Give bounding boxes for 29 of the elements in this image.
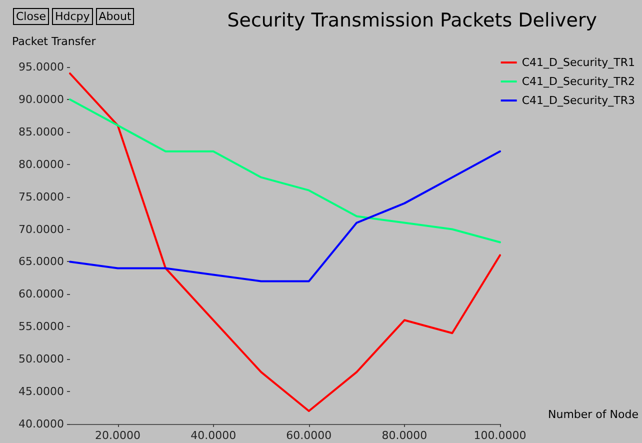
x-tick-label: 60.0000 [286, 429, 332, 442]
y-tick-label: 85.0000 [18, 125, 64, 138]
legend-label: C41_D_Security_TR3 [522, 94, 636, 107]
y-axis-title: Packet Transfer [12, 35, 96, 48]
legend-label: C41_D_Security_TR1 [522, 56, 636, 69]
x-tick-label: 40.0000 [190, 429, 236, 442]
legend-label: C41_D_Security_TR2 [522, 75, 636, 88]
y-tick-label: 65.0000 [18, 255, 64, 268]
chart-title: Security Transmission Packets Delivery [227, 10, 598, 32]
x-axis-title: Number of Node [548, 408, 639, 421]
y-tick-label: 50.0000 [18, 352, 64, 366]
line-series [69, 98, 501, 244]
y-tick-label: 95.0000 [18, 60, 64, 74]
y-tick-label: 60.0000 [18, 288, 64, 301]
line-series [69, 150, 501, 282]
y-tick-label: 80.0000 [18, 158, 64, 171]
y-tick-label: 45.0000 [18, 385, 64, 398]
text: Close [13, 8, 49, 25]
y-tick-label: 75.0000 [18, 190, 64, 204]
x-tick-label: 100.0000 [474, 429, 526, 442]
y-tick-label: 55.0000 [18, 320, 64, 334]
line-series [69, 72, 501, 412]
x-tick-label: 80.0000 [382, 429, 428, 442]
text: Hdcpy [52, 8, 93, 25]
y-tick-label: 90.0000 [18, 92, 64, 106]
y-tick-label: 70.0000 [18, 222, 64, 236]
text: About [96, 8, 134, 25]
y-tick-label: 40.0000 [18, 418, 64, 430]
x-tick-label: 20.0000 [95, 429, 141, 442]
